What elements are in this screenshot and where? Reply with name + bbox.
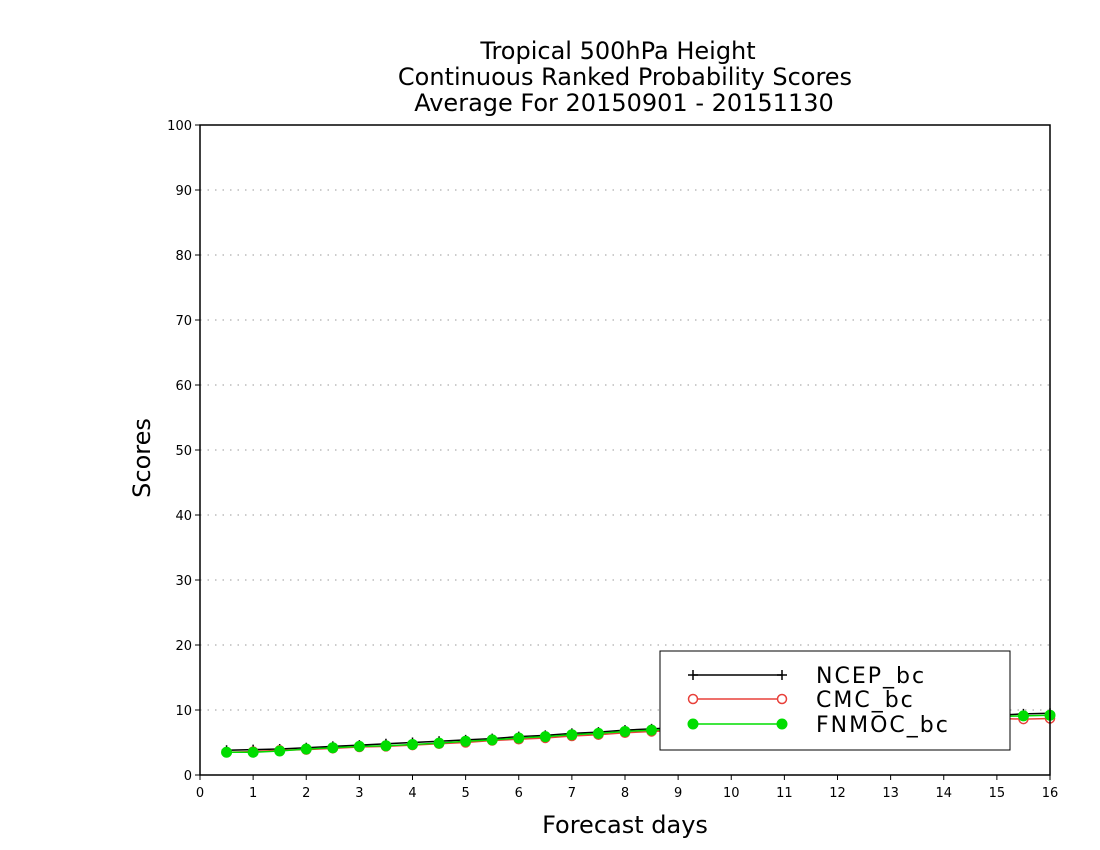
x-tick-label: 2: [302, 786, 310, 801]
grid: [200, 189, 1050, 711]
y-tick-label: 100: [167, 119, 192, 134]
legend-label: NCEP_bc: [816, 664, 926, 689]
x-tick-label: 16: [1042, 786, 1059, 801]
x-axis-ticks: 0 1 2 3 4 5 6 7 8 9 10 11 12 13 14 15 16: [196, 775, 1058, 801]
x-tick-label: 13: [882, 786, 899, 801]
legend-marker: [687, 718, 699, 730]
legend-entry-cmc-bc: CMC_bc: [687, 688, 915, 713]
y-axis-label: Scores: [128, 418, 156, 498]
data-point-fnmoc-bc: [486, 734, 498, 746]
y-tick-label: 0: [184, 769, 192, 784]
data-point-fnmoc-bc: [646, 724, 658, 736]
data-point-fnmoc-bc: [380, 740, 392, 752]
x-tick-label: 1: [249, 786, 257, 801]
data-point-fnmoc-bc: [300, 743, 312, 755]
x-tick-label: 3: [355, 786, 363, 801]
x-tick-label: 11: [776, 786, 793, 801]
chart-title: Tropical 500hPa Height Continuous Ranked…: [398, 37, 852, 117]
x-axis-label: Forecast days: [542, 811, 708, 839]
x-tick-label: 4: [408, 786, 416, 801]
y-axis-ticks: 0 10 20 30 40 50 60 70 80 90 100: [167, 119, 200, 784]
title-line-3: Average For 20150901 - 20151130: [414, 89, 834, 117]
data-point-fnmoc-bc: [513, 732, 525, 744]
legend-entry-ncep-bc: NCEP_bc: [688, 664, 926, 689]
x-tick-label: 7: [568, 786, 576, 801]
legend-entry-fnmoc-bc: FNMOC_bc: [687, 713, 950, 738]
legend-marker: [776, 693, 788, 705]
x-tick-label: 14: [935, 786, 952, 801]
legend-marker: [776, 718, 788, 730]
legend-label: CMC_bc: [816, 688, 915, 713]
x-tick-label: 10: [723, 786, 740, 801]
y-tick-label: 80: [175, 249, 192, 264]
data-point-fnmoc-bc: [274, 745, 286, 757]
legend-box: [659, 650, 1011, 751]
data-point-fnmoc-bc: [433, 737, 445, 749]
data-point-fnmoc-bc: [1017, 710, 1029, 722]
title-line-2: Continuous Ranked Probability Scores: [398, 63, 852, 91]
data-point-fnmoc-bc: [327, 742, 339, 754]
data-point-fnmoc-bc: [353, 740, 365, 752]
data-point-fnmoc-bc: [592, 727, 604, 739]
legend-label: FNMOC_bc: [816, 713, 950, 738]
title-line-1: Tropical 500hPa Height: [479, 37, 755, 65]
x-tick-label: 0: [196, 786, 204, 801]
legend-marker: [688, 670, 698, 680]
y-tick-label: 60: [175, 379, 192, 394]
legend-marker: [777, 670, 787, 680]
y-tick-label: 70: [175, 314, 192, 329]
data-point-fnmoc-bc: [221, 746, 233, 758]
y-tick-label: 20: [175, 639, 192, 654]
x-tick-label: 8: [621, 786, 629, 801]
data-point-fnmoc-bc: [566, 729, 578, 741]
x-tick-label: 9: [674, 786, 682, 801]
y-tick-label: 10: [175, 704, 192, 719]
data-point-fnmoc-bc: [460, 735, 472, 747]
y-tick-label: 40: [175, 509, 192, 524]
y-tick-label: 90: [175, 184, 192, 199]
x-tick-label: 6: [515, 786, 523, 801]
data-point-fnmoc-bc: [247, 746, 259, 758]
x-tick-label: 12: [829, 786, 846, 801]
data-point-fnmoc-bc: [407, 738, 418, 750]
legend-marker: [687, 693, 699, 705]
y-tick-label: 50: [175, 444, 192, 459]
data-point-fnmoc-bc: [539, 731, 551, 743]
x-tick-label: 15: [989, 786, 1006, 801]
data-point-fnmoc-bc: [619, 725, 631, 737]
plot-frame: [199, 124, 1051, 776]
x-tick-label: 5: [461, 786, 469, 801]
y-tick-label: 30: [175, 574, 192, 589]
